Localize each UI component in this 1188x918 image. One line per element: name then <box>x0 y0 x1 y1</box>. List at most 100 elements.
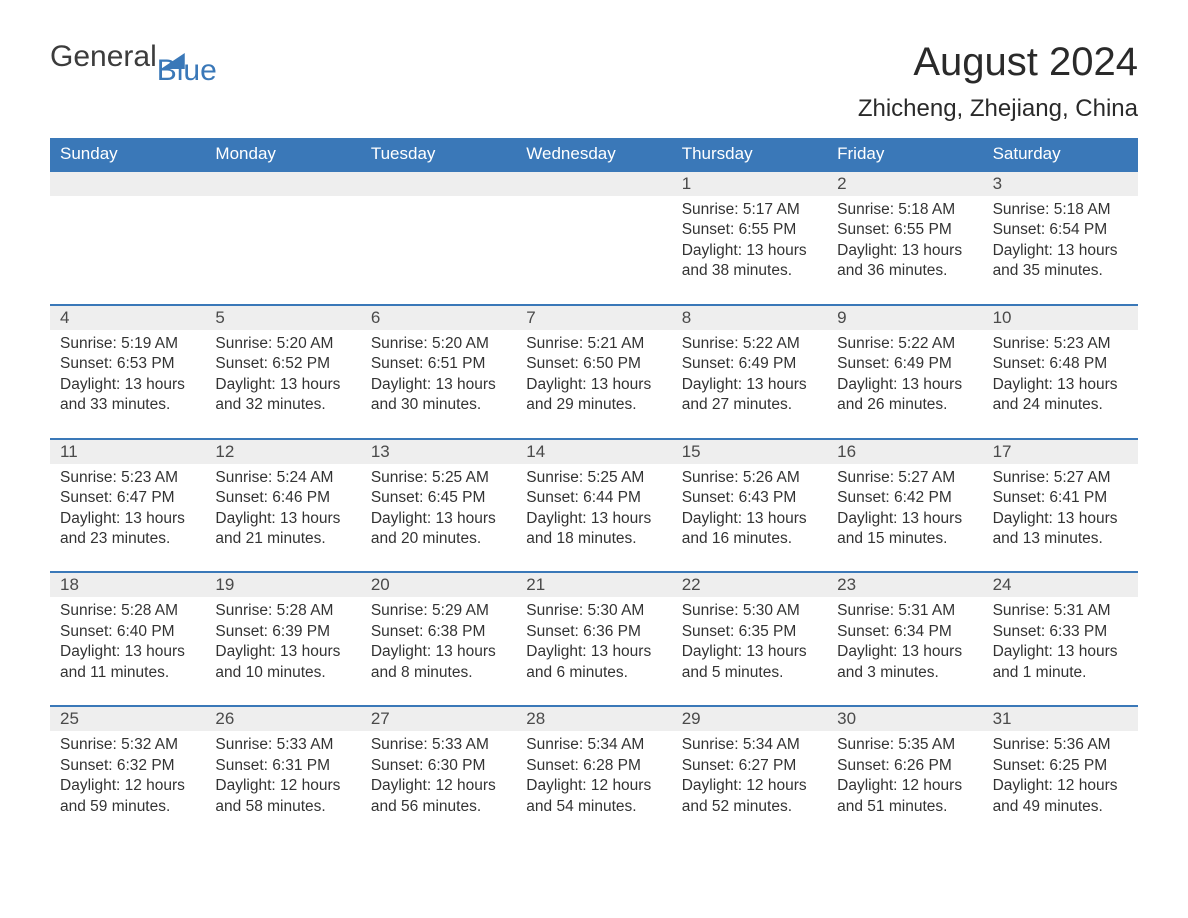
day-sunrise: Sunrise: 5:17 AM <box>682 200 817 220</box>
weekday-header: Monday <box>205 138 360 170</box>
day-number: 27 <box>361 707 516 731</box>
logo-text-2: Blue <box>157 54 217 88</box>
day-day1: Daylight: 13 hours <box>993 241 1128 261</box>
day-cell: Sunrise: 5:29 AMSunset: 6:38 PMDaylight:… <box>361 597 516 683</box>
day-cell: Sunrise: 5:25 AMSunset: 6:44 PMDaylight:… <box>516 464 671 550</box>
weekday-header: Friday <box>827 138 982 170</box>
day-number: 14 <box>516 440 671 464</box>
day-day1: Daylight: 13 hours <box>60 642 195 662</box>
day-sunrise: Sunrise: 5:34 AM <box>682 735 817 755</box>
day-day1: Daylight: 13 hours <box>215 509 350 529</box>
day-day2: and 6 minutes. <box>526 663 661 683</box>
day-cell: Sunrise: 5:32 AMSunset: 6:32 PMDaylight:… <box>50 731 205 817</box>
day-day2: and 32 minutes. <box>215 395 350 415</box>
day-sunset: Sunset: 6:49 PM <box>837 354 972 374</box>
day-number: 12 <box>205 440 360 464</box>
day-sunset: Sunset: 6:34 PM <box>837 622 972 642</box>
day-day1: Daylight: 12 hours <box>371 776 506 796</box>
day-number: 25 <box>50 707 205 731</box>
day-day1: Daylight: 13 hours <box>837 642 972 662</box>
day-cell: Sunrise: 5:25 AMSunset: 6:45 PMDaylight:… <box>361 464 516 550</box>
day-sunset: Sunset: 6:49 PM <box>682 354 817 374</box>
day-data-row: Sunrise: 5:23 AMSunset: 6:47 PMDaylight:… <box>50 464 1138 550</box>
day-day1: Daylight: 13 hours <box>371 509 506 529</box>
month-title: August 2024 <box>858 40 1138 85</box>
day-day2: and 1 minute. <box>993 663 1128 683</box>
week-spacer <box>50 416 1138 438</box>
weekday-header: Saturday <box>983 138 1138 170</box>
day-cell: Sunrise: 5:27 AMSunset: 6:42 PMDaylight:… <box>827 464 982 550</box>
day-data-row: Sunrise: 5:28 AMSunset: 6:40 PMDaylight:… <box>50 597 1138 683</box>
day-cell: Sunrise: 5:21 AMSunset: 6:50 PMDaylight:… <box>516 330 671 416</box>
day-sunrise: Sunrise: 5:28 AM <box>60 601 195 621</box>
day-day1: Daylight: 13 hours <box>837 241 972 261</box>
day-sunset: Sunset: 6:39 PM <box>215 622 350 642</box>
day-number: 17 <box>983 440 1138 464</box>
day-sunrise: Sunrise: 5:20 AM <box>371 334 506 354</box>
day-cell: Sunrise: 5:34 AMSunset: 6:28 PMDaylight:… <box>516 731 671 817</box>
day-day1: Daylight: 13 hours <box>215 642 350 662</box>
day-day1: Daylight: 12 hours <box>526 776 661 796</box>
day-number: 30 <box>827 707 982 731</box>
day-day2: and 26 minutes. <box>837 395 972 415</box>
day-cell: Sunrise: 5:20 AMSunset: 6:51 PMDaylight:… <box>361 330 516 416</box>
day-cell: Sunrise: 5:28 AMSunset: 6:39 PMDaylight:… <box>205 597 360 683</box>
day-day2: and 20 minutes. <box>371 529 506 549</box>
day-cell: Sunrise: 5:31 AMSunset: 6:33 PMDaylight:… <box>983 597 1138 683</box>
empty-cell <box>361 196 516 282</box>
empty-cell <box>50 172 205 196</box>
weekday-header: Thursday <box>672 138 827 170</box>
day-day1: Daylight: 13 hours <box>837 509 972 529</box>
day-day2: and 15 minutes. <box>837 529 972 549</box>
day-sunset: Sunset: 6:30 PM <box>371 756 506 776</box>
day-day1: Daylight: 13 hours <box>526 509 661 529</box>
day-day1: Daylight: 13 hours <box>993 642 1128 662</box>
day-number: 9 <box>827 306 982 330</box>
day-number: 6 <box>361 306 516 330</box>
day-sunrise: Sunrise: 5:36 AM <box>993 735 1128 755</box>
day-day2: and 30 minutes. <box>371 395 506 415</box>
day-day1: Daylight: 13 hours <box>371 375 506 395</box>
day-day2: and 56 minutes. <box>371 797 506 817</box>
day-cell: Sunrise: 5:35 AMSunset: 6:26 PMDaylight:… <box>827 731 982 817</box>
empty-cell <box>516 172 671 196</box>
day-sunrise: Sunrise: 5:33 AM <box>371 735 506 755</box>
day-sunset: Sunset: 6:43 PM <box>682 488 817 508</box>
day-day1: Daylight: 13 hours <box>682 642 817 662</box>
day-cell: Sunrise: 5:18 AMSunset: 6:54 PMDaylight:… <box>983 196 1138 282</box>
empty-cell <box>50 196 205 282</box>
day-day2: and 38 minutes. <box>682 261 817 281</box>
day-number: 4 <box>50 306 205 330</box>
day-sunset: Sunset: 6:48 PM <box>993 354 1128 374</box>
day-sunrise: Sunrise: 5:25 AM <box>371 468 506 488</box>
day-sunset: Sunset: 6:44 PM <box>526 488 661 508</box>
empty-cell <box>361 172 516 196</box>
day-sunrise: Sunrise: 5:19 AM <box>60 334 195 354</box>
day-sunrise: Sunrise: 5:23 AM <box>993 334 1128 354</box>
weekday-header: Sunday <box>50 138 205 170</box>
calendar: SundayMondayTuesdayWednesdayThursdayFrid… <box>50 138 1138 817</box>
day-cell: Sunrise: 5:27 AMSunset: 6:41 PMDaylight:… <box>983 464 1138 550</box>
day-number: 1 <box>672 172 827 196</box>
day-day2: and 10 minutes. <box>215 663 350 683</box>
weekday-header: Wednesday <box>516 138 671 170</box>
day-cell: Sunrise: 5:20 AMSunset: 6:52 PMDaylight:… <box>205 330 360 416</box>
day-sunset: Sunset: 6:27 PM <box>682 756 817 776</box>
day-number: 28 <box>516 707 671 731</box>
day-sunset: Sunset: 6:36 PM <box>526 622 661 642</box>
day-sunset: Sunset: 6:45 PM <box>371 488 506 508</box>
day-day2: and 29 minutes. <box>526 395 661 415</box>
day-day2: and 21 minutes. <box>215 529 350 549</box>
day-cell: Sunrise: 5:23 AMSunset: 6:48 PMDaylight:… <box>983 330 1138 416</box>
day-number: 26 <box>205 707 360 731</box>
day-number: 2 <box>827 172 982 196</box>
day-cell: Sunrise: 5:23 AMSunset: 6:47 PMDaylight:… <box>50 464 205 550</box>
day-day2: and 59 minutes. <box>60 797 195 817</box>
day-day2: and 27 minutes. <box>682 395 817 415</box>
day-day1: Daylight: 13 hours <box>682 509 817 529</box>
title-block: August 2024 Zhicheng, Zhejiang, China <box>858 40 1138 123</box>
day-sunrise: Sunrise: 5:28 AM <box>215 601 350 621</box>
empty-cell <box>205 196 360 282</box>
day-sunset: Sunset: 6:42 PM <box>837 488 972 508</box>
day-sunrise: Sunrise: 5:18 AM <box>837 200 972 220</box>
